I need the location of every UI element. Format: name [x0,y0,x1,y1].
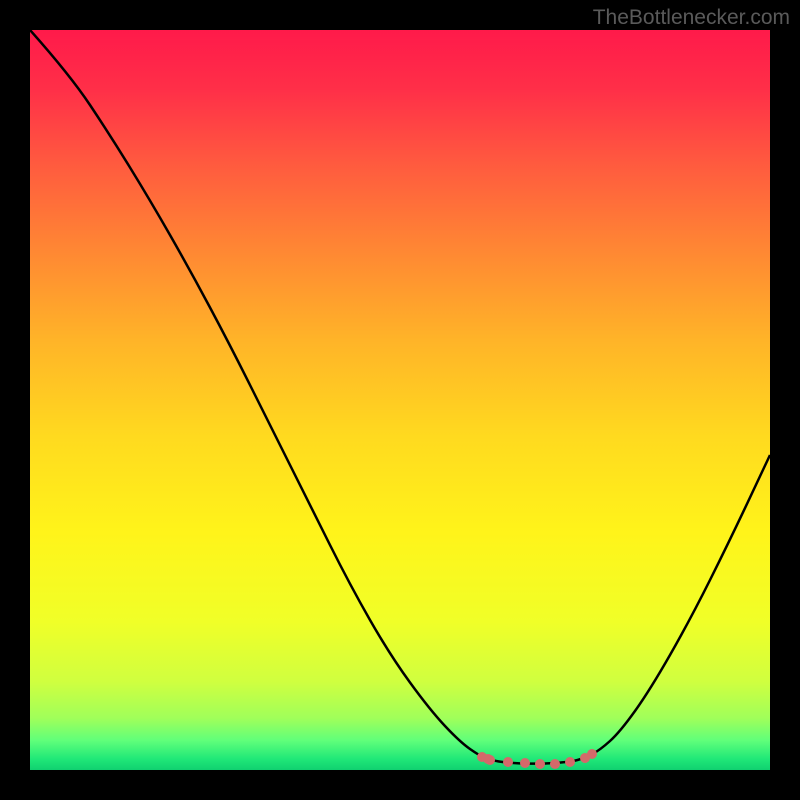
bottleneck-curve [30,30,770,770]
watermark-text: TheBottlenecker.com [593,6,790,30]
bottleneck-chart [30,30,770,770]
